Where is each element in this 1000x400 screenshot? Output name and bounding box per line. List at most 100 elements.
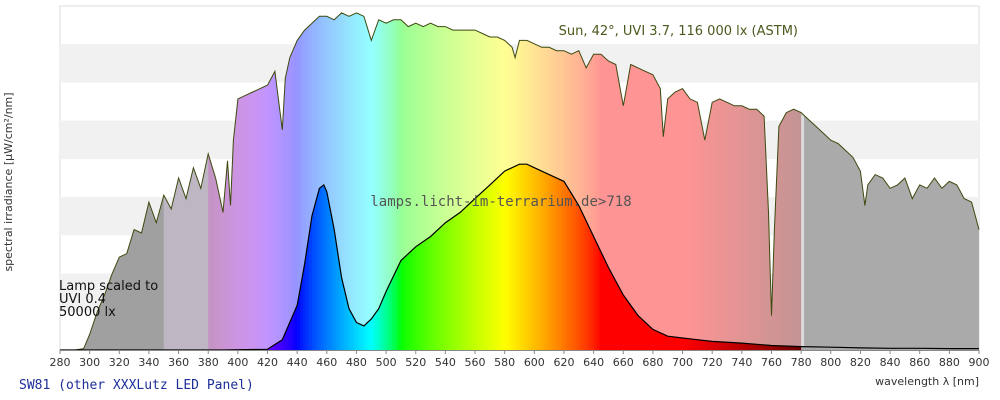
lamp-color-stripe [442, 164, 446, 350]
lamp-color-stripe [510, 164, 515, 350]
sun-color-stripe [306, 12, 310, 350]
sun-color-stripe [623, 12, 627, 350]
sun-color-stripe [258, 12, 263, 350]
lamp-color-stripe [406, 164, 411, 350]
sun-color-stripe [451, 12, 455, 350]
sun-color-stripe [249, 12, 254, 350]
sun-color-stripe [326, 12, 331, 350]
lamp-color-stripe [317, 164, 322, 350]
sun-color-stripe [712, 12, 716, 350]
lamp-label-line-2: UVI 0.4 [59, 292, 106, 307]
sun-color-stripe [335, 12, 340, 350]
sun-color-stripe [400, 12, 405, 350]
sun-color-stripe [655, 12, 660, 350]
x-tick-label: 400 [227, 356, 248, 369]
lamp-color-stripe [555, 164, 559, 350]
sun-color-stripe [801, 12, 805, 350]
sun-color-stripe [807, 12, 811, 350]
lamp-color-stripe [590, 164, 595, 350]
x-tick-label: 600 [524, 356, 545, 369]
sun-color-stripe [732, 12, 737, 350]
lamp-color-stripe [549, 164, 553, 350]
sun-spectrum-line [60, 12, 980, 351]
sun-color-stripe [463, 12, 467, 350]
sun-color-stripe [839, 12, 844, 350]
lamp-color-stripe [558, 164, 562, 350]
sun-color-stripe [409, 12, 414, 350]
x-tick-label: 700 [672, 356, 693, 369]
sun-color-stripe [620, 12, 624, 350]
sun-color-stripe [715, 12, 719, 350]
sun-color-stripe [842, 12, 847, 350]
sun-color-stripe [424, 12, 429, 350]
sun-color-stripe [694, 12, 698, 350]
sun-color-stripe [617, 12, 621, 350]
sun-color-stripe [392, 12, 396, 350]
sun-color-stripe [329, 12, 334, 350]
chart-footer-label: SW81 (other XXXLutz LED Panel) [19, 378, 254, 393]
sun-color-stripe [798, 12, 802, 350]
sun-color-stripe [575, 12, 580, 350]
sun-color-stripe [341, 12, 346, 350]
x-tick-label: 460 [316, 356, 337, 369]
sun-color-stripe [626, 12, 630, 350]
x-tick-label: 880 [939, 356, 960, 369]
sun-color-stripe [406, 12, 411, 350]
x-tick-label: 800 [820, 356, 841, 369]
sun-color-stripe [729, 12, 734, 350]
x-tick-label: 340 [138, 356, 159, 369]
sun-color-stripe [563, 12, 568, 350]
sun-color-stripe [332, 12, 337, 350]
sun-color-stripe [795, 12, 799, 350]
sun-color-stripe [878, 12, 882, 350]
sun-color-stripe [288, 12, 292, 350]
sun-color-stripe [211, 12, 215, 350]
sun-color-stripe [741, 12, 746, 350]
sun-color-stripe [389, 12, 393, 350]
sun-color-stripe [578, 12, 583, 350]
sun-color-stripe [836, 12, 841, 350]
sun-color-stripe [243, 12, 248, 350]
sun-color-stripe [611, 12, 615, 350]
sun-color-stripe [753, 12, 758, 350]
lamp-color-stripe [448, 164, 452, 350]
sun-color-stripe [658, 12, 663, 350]
sun-color-stripe [679, 12, 684, 350]
sun-color-stripe [700, 12, 704, 350]
sun-color-stripe [718, 12, 722, 350]
lamp-color-stripe [546, 164, 550, 350]
x-tick-label: 320 [109, 356, 130, 369]
x-tick-label: 860 [909, 356, 930, 369]
lamp-color-stripe [498, 164, 503, 350]
lamp-color-stripe [323, 164, 328, 350]
sun-color-stripe [386, 12, 390, 350]
x-tick-label: 740 [731, 356, 752, 369]
lamp-color-stripe [311, 164, 316, 350]
sun-color-stripe [652, 12, 657, 350]
x-axis-ticks: 280 300 320 340 360 380 400 420 440 460 480 500 520 5… [50, 350, 990, 369]
sun-color-stripe [430, 12, 435, 350]
lamp-color-stripe [483, 164, 488, 350]
lamp-color-stripe [569, 164, 574, 350]
sun-color-stripe [664, 12, 669, 350]
lamp-color-stripe [486, 164, 491, 350]
sun-color-stripe [338, 12, 343, 350]
sun-color-stripe [756, 12, 761, 350]
sun-color-stripe [812, 12, 817, 350]
sun-color-stripe [931, 12, 936, 350]
lamp-color-stripe [463, 164, 467, 350]
lamp-color-stripe [495, 164, 500, 350]
sun-color-stripe [383, 12, 387, 350]
lamp-color-stripe [326, 164, 331, 350]
sun-color-stripe [421, 12, 426, 350]
sun-color-stripe [478, 12, 482, 350]
lamp-spectrum-line [60, 163, 979, 351]
sun-color-stripe [202, 12, 206, 350]
sun-color-stripe [724, 12, 728, 350]
sun-color-stripe [824, 12, 829, 350]
sun-color-stripe [581, 12, 586, 350]
lamp-color-stripe [507, 164, 512, 350]
sun-color-stripe [282, 12, 286, 350]
sun-color-stripe [632, 12, 636, 350]
